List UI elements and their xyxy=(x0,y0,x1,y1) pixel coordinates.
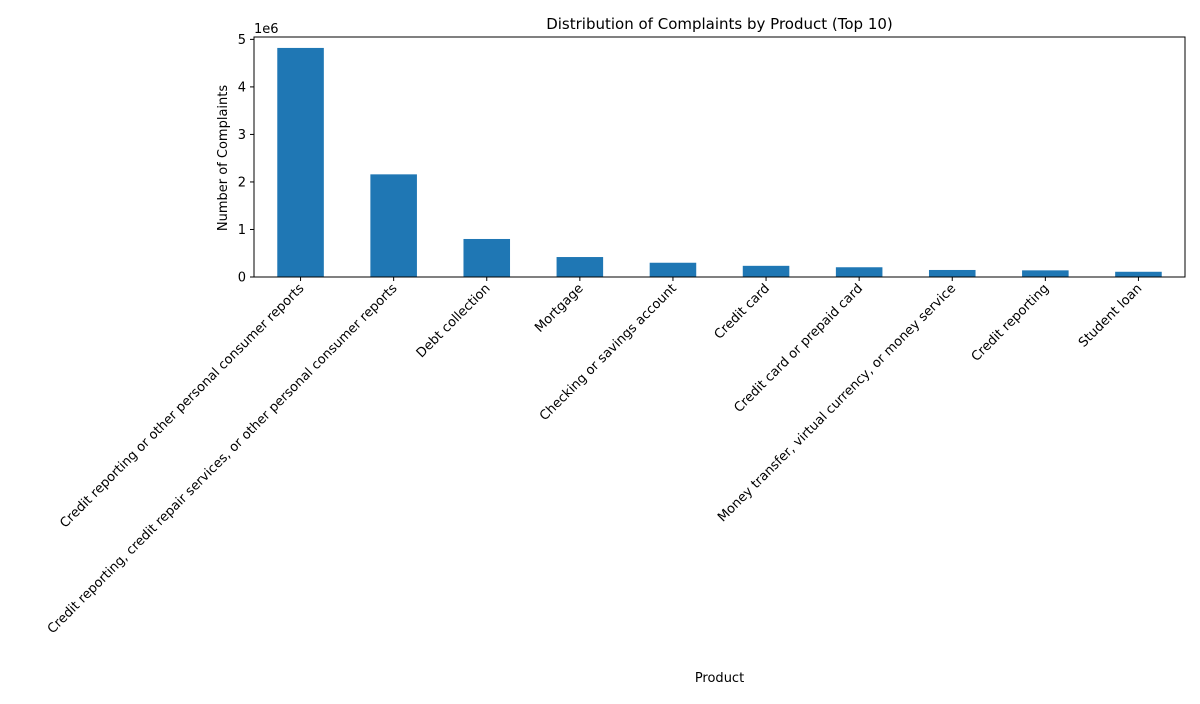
bar-5 xyxy=(649,262,697,277)
x-tick-label-6: Credit card xyxy=(712,281,773,342)
x-tick-label-4: Mortgage xyxy=(532,281,587,336)
bar-8 xyxy=(928,269,976,277)
plot-frame xyxy=(253,36,1186,278)
y-tick-label-3: 3 xyxy=(238,128,246,143)
bar-4 xyxy=(556,257,604,277)
y-tick-label-5: 5 xyxy=(238,33,246,48)
x-axis-label: Product xyxy=(695,671,744,686)
bar-10 xyxy=(1115,271,1162,277)
y-axis-offset-label: 1e6 xyxy=(254,22,279,37)
bar-6 xyxy=(742,265,790,277)
bar-7 xyxy=(835,267,883,277)
x-tick-label-9: Credit reporting xyxy=(969,281,1052,364)
y-tick-label-1: 1 xyxy=(238,223,246,238)
bar-1 xyxy=(277,47,324,278)
y-tick-label-0: 0 xyxy=(238,271,246,286)
bar-2 xyxy=(370,174,417,277)
y-tick-label-2: 2 xyxy=(238,175,246,190)
bar-9 xyxy=(1022,270,1069,277)
y-axis-ticks: 0 1 2 3 4 5 xyxy=(238,33,254,286)
x-axis-ticks: Credit reporting or other personal consu… xyxy=(45,277,1145,637)
bar-3 xyxy=(463,238,511,277)
x-tick-label-10: Student loan xyxy=(1076,281,1145,350)
x-tick-label-2: Credit reporting, credit repair services… xyxy=(45,281,401,637)
chart-title: Distribution of Complaints by Product (T… xyxy=(546,15,893,33)
bars-group xyxy=(277,47,1162,278)
y-tick-label-4: 4 xyxy=(238,80,246,95)
y-axis-label: Number of Complaints xyxy=(216,85,231,231)
x-tick-label-3: Debt collection xyxy=(414,281,494,361)
